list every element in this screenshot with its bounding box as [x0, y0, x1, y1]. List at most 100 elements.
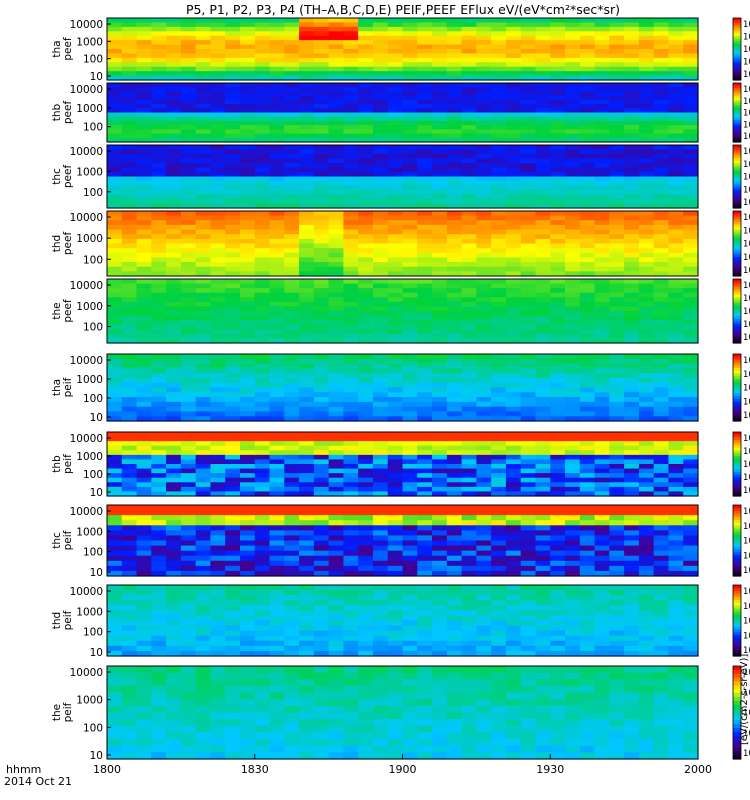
heatmap-cell: [476, 248, 492, 254]
colorbar-tick-label: 10⁶: [743, 522, 750, 532]
heatmap-cell: [121, 104, 138, 109]
heatmap-cell: [579, 565, 596, 572]
heatmap-cell: [579, 486, 596, 493]
heatmap-cell: [107, 203, 123, 209]
heatmap-cell: [195, 620, 212, 627]
heatmap-cell: [432, 271, 448, 277]
heatmap-cell: [372, 238, 389, 245]
heatmap-cell: [210, 459, 226, 465]
heatmap-cell: [609, 57, 625, 63]
heatmap-cell: [417, 297, 433, 303]
heatmap-cell: [476, 53, 492, 59]
heatmap-cell: [239, 243, 256, 249]
heatmap-cell: [505, 181, 522, 187]
heatmap-cell: [107, 44, 123, 50]
heatmap-cell: [446, 401, 463, 408]
heatmap-cell: [107, 266, 123, 272]
heatmap-cell: [166, 441, 182, 447]
heatmap-cell: [269, 181, 285, 187]
heatmap-cell: [417, 301, 433, 308]
heatmap-cell: [668, 491, 684, 497]
colorbar-tick-label: 10⁶: [743, 20, 750, 30]
heatmap-cell: [195, 600, 212, 606]
heatmap-cell: [151, 555, 167, 562]
colorbar-segment: [733, 257, 741, 261]
heatmap-cell: [387, 565, 404, 572]
heatmap-cell: [121, 445, 138, 451]
heatmap-cell: [520, 368, 537, 374]
heatmap-cell: [313, 252, 330, 259]
heatmap-cell: [284, 515, 300, 521]
heatmap-cell: [166, 595, 182, 601]
heatmap-cell: [180, 635, 197, 642]
heatmap-cell: [476, 473, 492, 479]
heatmap-cell: [638, 149, 655, 155]
heatmap-cell: [579, 382, 596, 389]
heatmap-cell: [210, 560, 226, 567]
heatmap-cell: [387, 329, 404, 335]
colorbar-tick-label: 10⁵: [743, 160, 750, 170]
heatmap-cell: [343, 229, 359, 235]
heatmap-cell: [638, 229, 655, 235]
heatmap-cell: [269, 590, 285, 596]
heatmap-cell: [624, 436, 640, 442]
heatmap-cell: [565, 57, 581, 63]
heatmap-cell: [535, 199, 551, 205]
panel-label: peif: [62, 454, 74, 474]
heatmap-cell: [254, 505, 271, 511]
heatmap-cell: [565, 266, 581, 272]
heatmap-cell: [550, 172, 566, 178]
heatmap-cell: [417, 44, 433, 50]
heatmap-cell: [683, 220, 699, 226]
heatmap-cell: [653, 40, 670, 46]
heatmap-cell: [432, 491, 448, 497]
heatmap-cell: [166, 301, 182, 308]
heatmap-cell: [609, 163, 625, 169]
panel-label: peef: [62, 37, 74, 61]
heatmap-cell: [432, 540, 448, 547]
heatmap-cell: [520, 26, 537, 32]
heatmap-cell: [239, 224, 256, 231]
heatmap-cell: [668, 570, 684, 577]
heatmap-cell: [461, 482, 477, 488]
heatmap-cell: [328, 387, 345, 393]
heatmap-cell: [387, 520, 404, 526]
heatmap-cell: [402, 71, 418, 77]
heatmap-cell: [624, 199, 640, 205]
heatmap-cell: [653, 95, 670, 101]
heatmap-cell: [579, 306, 596, 312]
heatmap-cell: [225, 535, 241, 542]
heatmap-cell: [313, 108, 330, 114]
heatmap-cell: [195, 95, 212, 101]
colorbar-segment: [733, 528, 741, 533]
heatmap-cell: [476, 257, 492, 263]
heatmap-cell: [313, 172, 330, 178]
heatmap-cell: [683, 525, 699, 531]
heatmap-cell: [343, 137, 359, 143]
heatmap-cell: [328, 288, 345, 294]
heatmap-cell: [417, 406, 433, 413]
heatmap-cell: [151, 491, 167, 497]
heatmap-cell: [476, 565, 492, 572]
heatmap-cell: [254, 387, 271, 393]
heatmap-cell: [107, 392, 123, 398]
heatmap-cell: [446, 95, 463, 101]
heatmap-cell: [107, 172, 123, 178]
heatmap-cell: [107, 338, 123, 344]
heatmap-cell: [254, 243, 271, 249]
heatmap-cell: [313, 163, 330, 169]
heatmap-cell: [402, 203, 418, 209]
heatmap-cell: [505, 297, 522, 303]
heatmap-cell: [476, 315, 492, 321]
heatmap-cell: [358, 125, 374, 130]
heatmap-cell: [358, 297, 374, 303]
heatmap-cell: [166, 167, 182, 173]
heatmap-cell: [535, 26, 551, 32]
colorbar-segment: [733, 493, 741, 497]
heatmap-cell: [107, 194, 123, 200]
heatmap-cell: [653, 167, 670, 173]
heatmap-cell: [358, 491, 374, 497]
heatmap-cell: [535, 154, 551, 160]
heatmap-cell: [121, 62, 138, 68]
heatmap-cell: [683, 530, 699, 537]
